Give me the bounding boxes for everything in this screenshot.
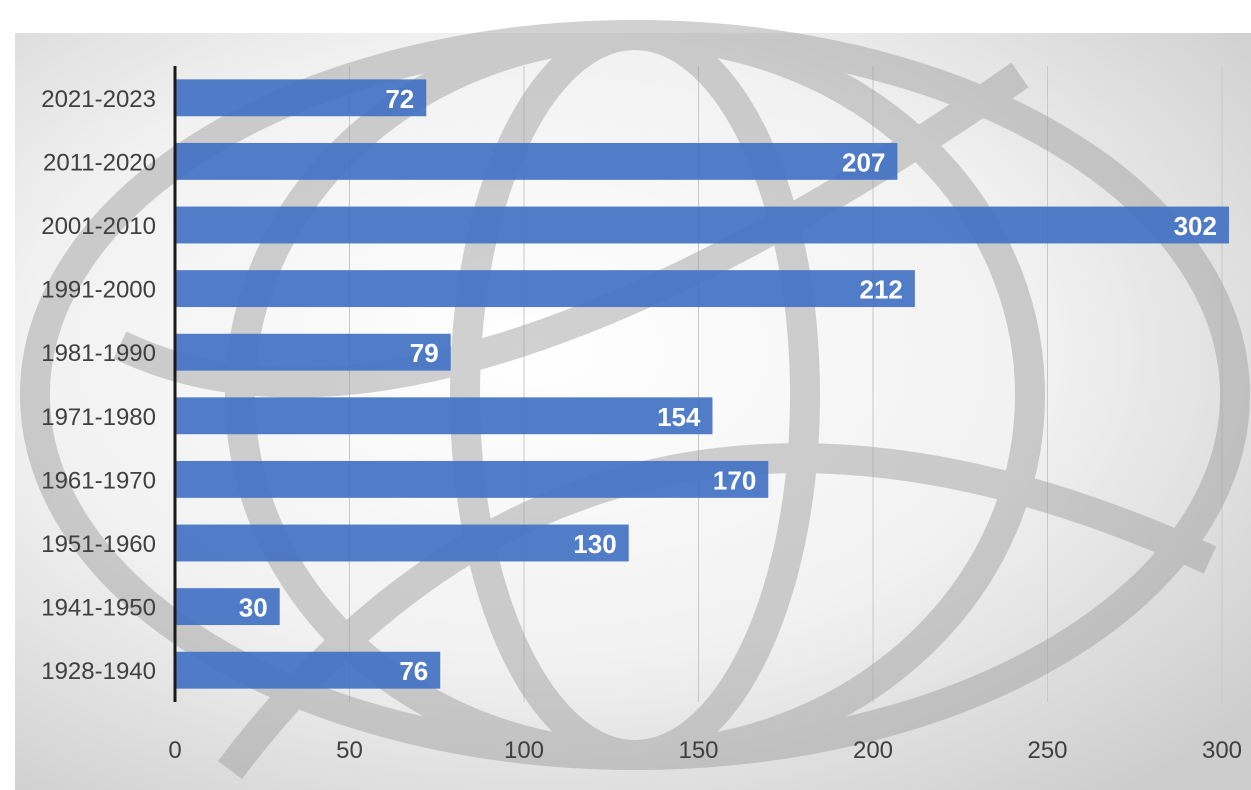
category-label-2021-2023: 2021-2023	[41, 86, 156, 113]
category-label-2001-2010: 2001-2010	[41, 213, 156, 240]
category-label-2011-2020: 2011-2020	[43, 149, 156, 176]
data-label-1971-1980: 154	[657, 402, 701, 432]
globe-watermark-icon	[20, 20, 1250, 780]
bar-1951-1960	[175, 524, 629, 562]
category-label-1941-1950: 1941-1950	[41, 595, 156, 622]
bar-1941-1950	[175, 588, 280, 626]
x-tick-label-0: 0	[168, 737, 181, 764]
data-label-2021-2023: 72	[385, 84, 414, 114]
category-label-1971-1980: 1971-1980	[41, 404, 156, 431]
data-label-1991-2000: 212	[859, 275, 902, 305]
bar-2011-2020	[175, 142, 898, 180]
data-label-1941-1950: 30	[239, 593, 268, 623]
category-label-1961-1970: 1961-1970	[41, 467, 156, 494]
data-label-1951-1960: 130	[573, 529, 616, 559]
data-label-2011-2020: 207	[842, 147, 885, 177]
category-labels: 1928-1940 1941-1950 1951-1960 1961-1970 1971…	[41, 86, 156, 685]
x-tick-label-250: 250	[1027, 737, 1067, 764]
data-label-1928-1940: 76	[399, 656, 428, 686]
x-tick-label-100: 100	[504, 737, 544, 764]
x-tick-labels: 0 50 100 150 200 250 300	[168, 737, 1242, 764]
x-tick-label-300: 300	[1202, 737, 1242, 764]
category-label-1991-2000: 1991-2000	[41, 277, 156, 304]
bar-1928-1940	[175, 651, 441, 689]
bar-1961-1970	[175, 460, 769, 498]
bar-1991-2000	[175, 270, 915, 308]
category-label-1928-1940: 1928-1940	[41, 658, 156, 685]
bar-2021-2023	[175, 79, 427, 117]
bar-1981-1990	[175, 333, 451, 371]
bar-1971-1980	[175, 397, 713, 435]
data-label-2001-2010: 302	[1174, 211, 1217, 241]
category-label-1951-1960: 1951-1960	[41, 531, 156, 558]
bar-2001-2010	[175, 206, 1229, 244]
data-labels: 76 30 130 170 154 79 212 302 207 72	[239, 84, 1217, 686]
data-label-1981-1990: 79	[410, 338, 439, 368]
data-label-1961-1970: 170	[713, 465, 756, 495]
x-tick-label-200: 200	[853, 737, 893, 764]
bars	[175, 79, 1229, 689]
category-label-1981-1990: 1981-1990	[41, 340, 156, 367]
x-tick-label-150: 150	[678, 737, 718, 764]
x-tick-label-50: 50	[336, 737, 363, 764]
